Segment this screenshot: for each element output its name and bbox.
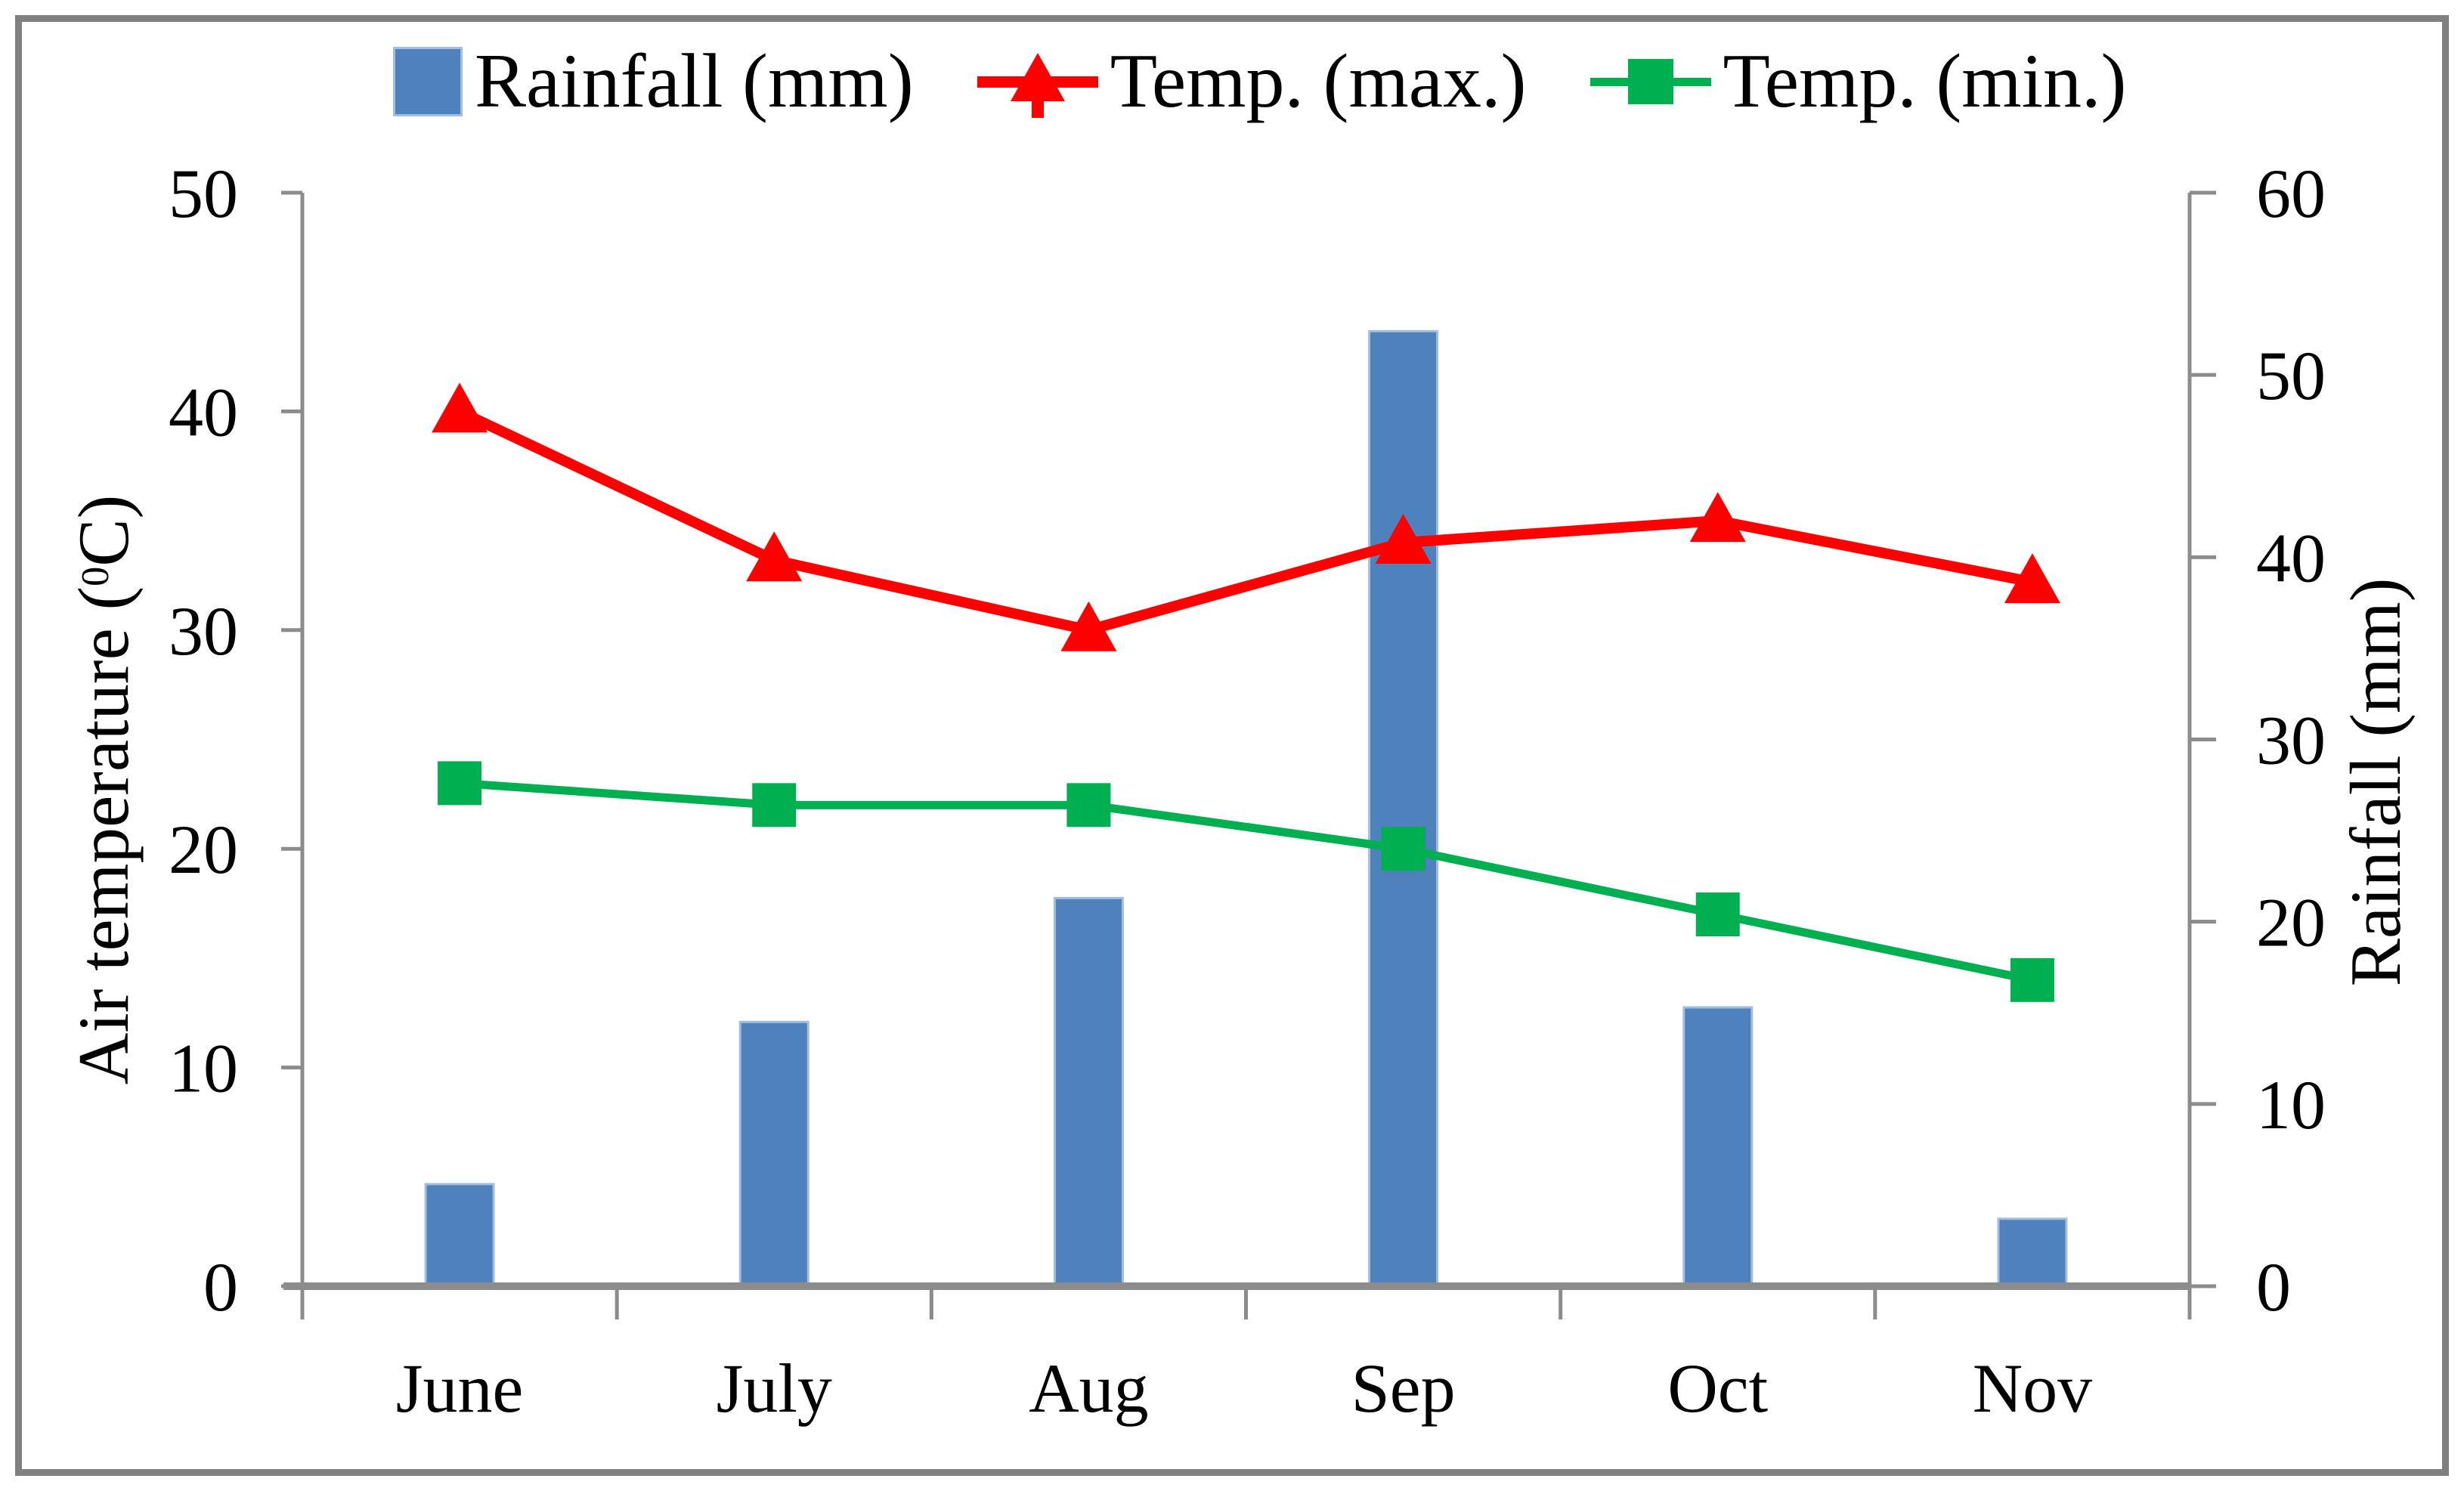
temp-max-marker-july [746,531,803,582]
left-y-axis-title: Air temperature (0C) [62,261,145,1319]
left-y-axis-title-text: Air temperature ( [63,586,144,1085]
temp-max-triangle-icon [1010,53,1065,101]
legend-item-temp-max: Temp. (max.) [977,36,1527,127]
left-axis-tick-label: 40 [169,373,238,450]
temp-max-marker-aug [1060,601,1117,651]
temp-max-line-triangle-swatch-icon [977,36,1098,127]
right-axis-tick-label: 50 [2256,337,2326,414]
legend-item-rainfall: Rainfall (mm) [393,43,914,120]
x-axis-month-label: Nov [1973,1350,2092,1427]
left-axis-tick-label: 0 [203,1248,238,1326]
x-axis-month-label: July [717,1350,832,1427]
rainfall-bar-swatch-icon [393,47,463,116]
temp-max-line [457,407,2034,636]
left-axis-tick-label: 10 [169,1030,238,1107]
legend-item-temp-min: Temp. (min.) [1590,36,2127,127]
left-y-axis-title-superscript: 0 [73,566,117,586]
x-axis-month-label: Oct [1667,1350,1768,1427]
temp-min-square-icon [1627,59,1673,104]
right-axis-tick-label: 10 [2256,1066,2326,1143]
right-axis-tick-label: 60 [2256,155,2326,232]
legend-label-rainfall: Rainfall (mm) [475,39,914,124]
bar-aug [1053,896,1124,1288]
bar-oct [1682,1006,1754,1288]
temp-max-marker-oct [1689,492,1746,543]
right-y-axis-title: Rainfall (mm) [2336,577,2416,987]
temp-max-triangle-tail-icon [1031,101,1044,118]
bar-june [424,1183,495,1288]
temp-max-marker-nov [2004,553,2060,604]
legend-label-temp-min: Temp. (min.) [1723,39,2127,124]
legend: Rainfall (mm) Temp. (max.) Temp. (min.) [393,36,2126,127]
temp-max-marker-sep [1375,514,1432,565]
right-axis-tick-label: 40 [2256,519,2326,596]
right-axis-tick-label: 0 [2256,1248,2291,1326]
bar-sep [1368,329,1439,1288]
temp-min-marker-july [752,783,797,827]
temp-min-marker-aug [1066,783,1111,827]
x-axis-month-label: Sep [1351,1350,1456,1427]
x-axis-month-label: Aug [1029,1350,1148,1427]
x-axis-month-label: June [396,1350,524,1427]
temp-min-marker-june [438,761,482,806]
bar-july [738,1020,809,1288]
temp-min-line [459,778,2034,985]
left-y-axis-title-unit: C) [63,494,144,567]
bar-nov [1997,1217,2068,1288]
temp-min-marker-nov [2010,957,2054,1002]
left-axis-tick-label: 30 [169,592,238,670]
right-axis-tick-label: 20 [2256,884,2326,961]
temp-min-line-square-swatch-icon [1590,36,1711,127]
figure-border [15,15,2449,1476]
temp-min-marker-sep [1381,827,1425,871]
temp-min-marker-oct [1695,892,1740,937]
left-axis-tick-label: 50 [169,155,238,232]
right-axis-tick-label: 30 [2256,702,2326,779]
temp-max-marker-june [432,382,488,433]
left-axis-tick-label: 20 [169,811,238,888]
legend-label-temp-max: Temp. (max.) [1110,39,1527,124]
